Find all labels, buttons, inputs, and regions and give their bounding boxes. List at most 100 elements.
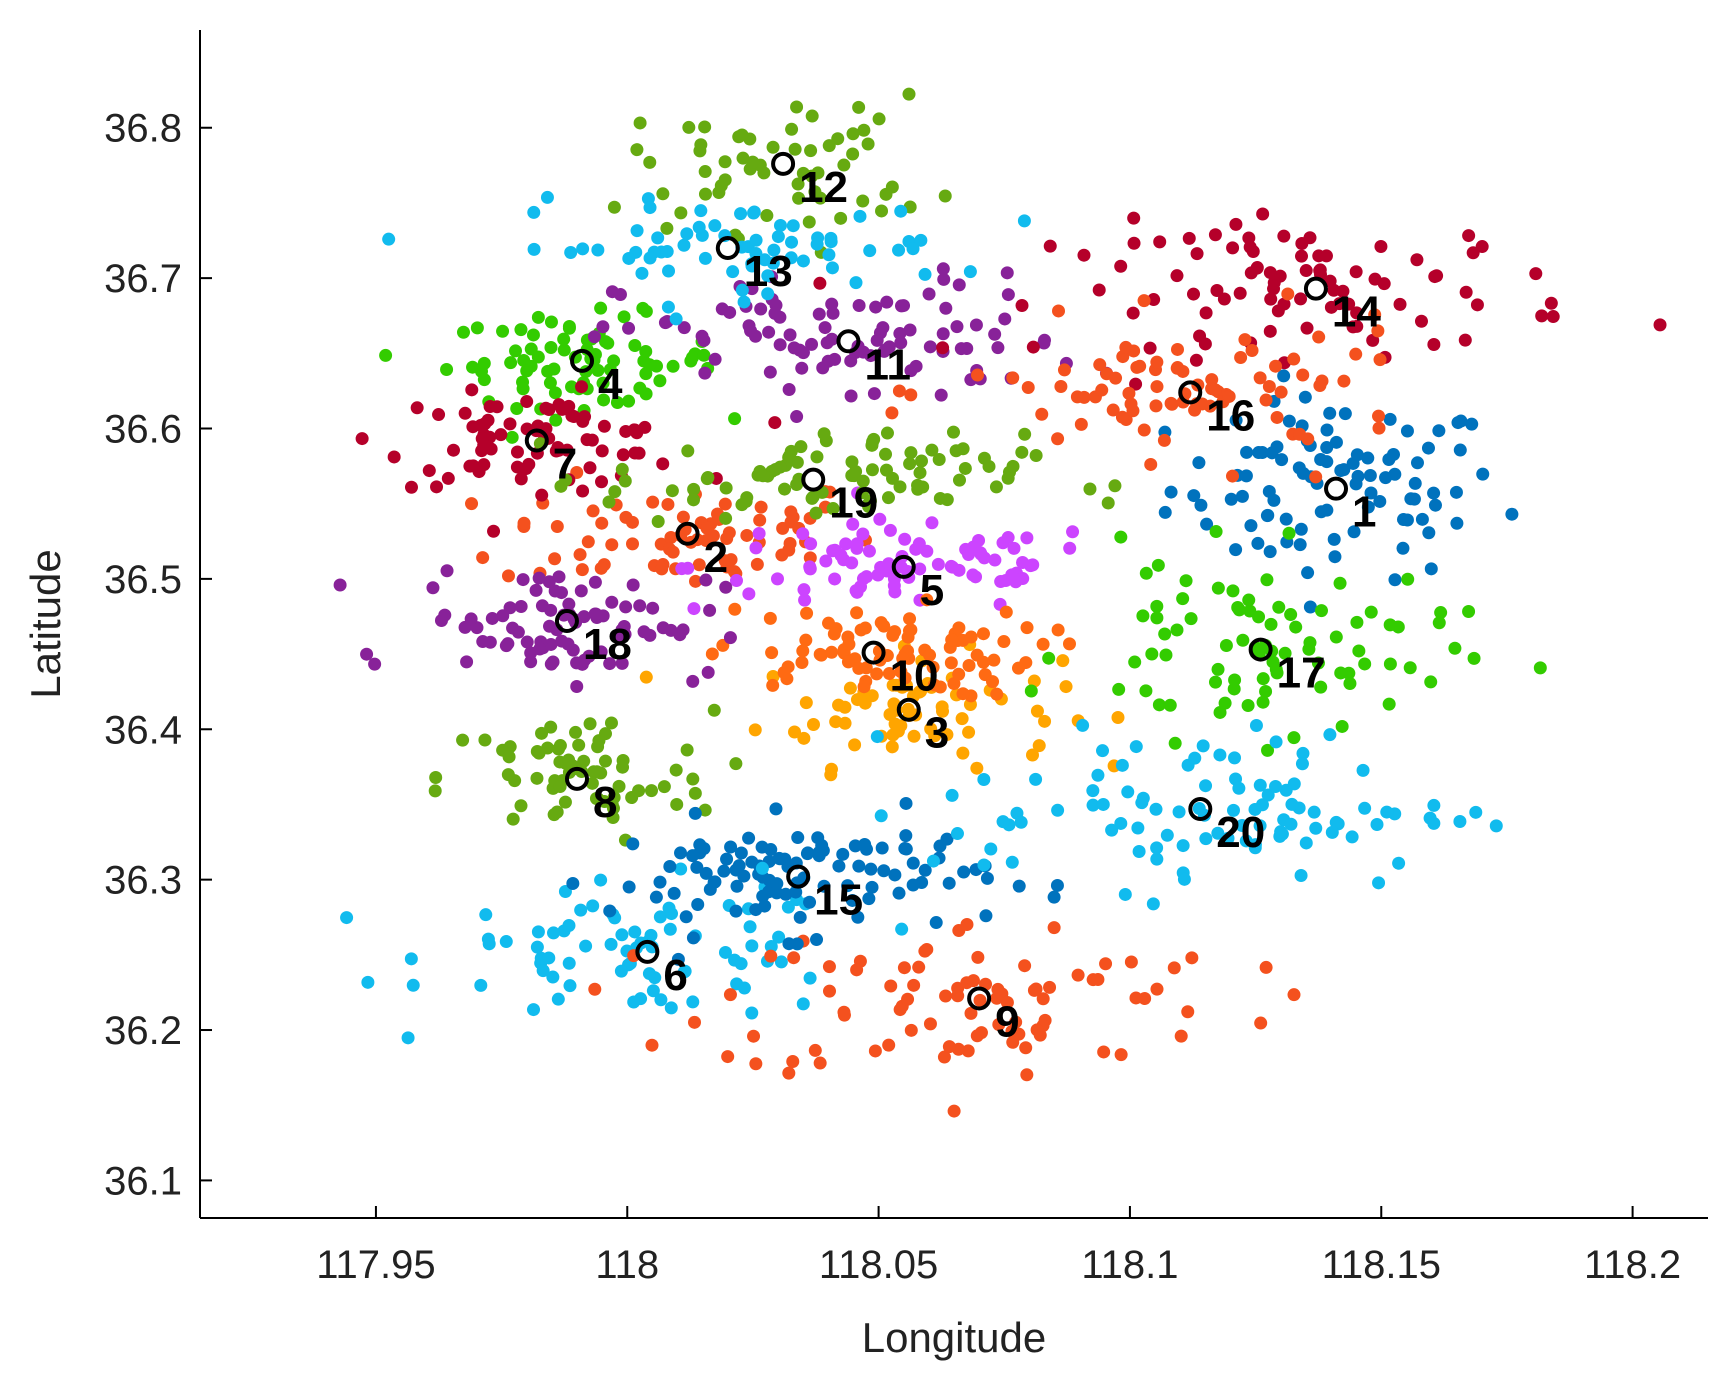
data-point — [766, 140, 780, 154]
data-point — [1170, 342, 1184, 356]
data-point — [1132, 845, 1146, 859]
data-point — [920, 593, 934, 607]
data-point — [1139, 684, 1153, 698]
data-point — [1453, 814, 1467, 828]
data-point — [752, 526, 766, 540]
data-point — [524, 342, 538, 356]
data-point — [809, 506, 823, 520]
data-point — [1469, 805, 1483, 819]
data-point — [597, 419, 611, 433]
data-point — [708, 352, 722, 366]
data-point — [1467, 651, 1481, 665]
data-point — [607, 354, 621, 368]
data-point — [1114, 259, 1128, 273]
data-point — [563, 979, 577, 993]
data-point — [901, 702, 915, 716]
data-point — [1174, 1029, 1188, 1043]
data-point — [718, 173, 732, 187]
data-point — [1026, 340, 1040, 354]
data-point — [1208, 675, 1222, 689]
data-point — [1170, 269, 1184, 283]
data-point — [1350, 319, 1364, 333]
data-point — [962, 725, 976, 739]
data-point — [1287, 988, 1301, 1002]
data-point — [555, 634, 569, 648]
data-point — [768, 463, 782, 477]
data-point — [630, 426, 644, 440]
data-point — [1025, 748, 1039, 762]
data-point — [446, 443, 460, 457]
data-point — [828, 572, 842, 586]
data-point — [656, 187, 670, 201]
data-point — [1393, 297, 1407, 311]
data-point — [1274, 385, 1288, 399]
cluster-center-label: 18 — [583, 620, 632, 669]
data-point — [664, 1001, 678, 1015]
data-point — [740, 528, 754, 542]
data-point — [1246, 245, 1260, 259]
data-point — [1226, 584, 1240, 598]
data-point — [955, 712, 969, 726]
data-point — [875, 204, 889, 218]
data-point — [517, 516, 531, 530]
data-point — [976, 627, 990, 641]
data-point — [703, 603, 717, 617]
data-point — [971, 950, 985, 964]
data-point — [787, 341, 801, 355]
cluster-center-marker — [967, 986, 992, 1011]
data-point — [466, 360, 480, 374]
data-point — [585, 433, 599, 447]
data-point — [897, 961, 911, 975]
y-tick-label: 36.8 — [104, 107, 182, 151]
data-point — [1372, 876, 1386, 890]
data-point — [1027, 674, 1041, 688]
data-point — [1018, 959, 1032, 973]
data-point — [441, 471, 455, 485]
data-point — [734, 846, 748, 860]
data-point — [502, 750, 516, 764]
cluster-center-label: 2 — [704, 533, 728, 582]
data-point — [1309, 821, 1323, 835]
data-point — [1263, 266, 1277, 280]
data-point — [591, 363, 605, 377]
data-point — [1200, 517, 1214, 531]
data-point — [693, 838, 707, 852]
data-point — [782, 382, 796, 396]
data-point — [952, 667, 966, 681]
data-point — [724, 840, 738, 854]
data-point — [786, 219, 800, 233]
data-point — [656, 558, 670, 572]
data-point — [1287, 777, 1301, 791]
data-point — [825, 261, 839, 275]
data-point — [514, 599, 528, 613]
data-point — [771, 230, 785, 244]
data-point — [850, 606, 864, 620]
data-point — [1012, 661, 1026, 675]
data-point — [1037, 336, 1051, 350]
data-point — [1320, 503, 1334, 517]
y-axis-title: Latitude — [22, 549, 69, 698]
axes: 117.95 118 118.05 118.1 118.15 118.2 36.136.2… — [104, 30, 1708, 1287]
data-point — [904, 1023, 918, 1037]
data-point — [1415, 512, 1429, 526]
data-point — [870, 730, 884, 744]
data-point — [532, 746, 546, 760]
data-point — [867, 387, 881, 401]
data-point — [998, 312, 1012, 326]
data-point — [1168, 736, 1182, 750]
data-point — [605, 595, 619, 609]
data-point — [779, 887, 793, 901]
data-point — [1284, 817, 1298, 831]
data-point — [1377, 277, 1391, 291]
data-point — [764, 940, 778, 954]
data-point — [1529, 267, 1543, 281]
data-point — [914, 233, 928, 247]
data-point — [894, 336, 908, 350]
cluster-center-label: 5 — [920, 566, 944, 615]
data-point — [760, 209, 774, 223]
data-point — [1232, 781, 1246, 795]
data-point — [1139, 566, 1153, 580]
data-point — [514, 323, 528, 337]
cluster-center-marker — [635, 939, 660, 964]
data-point — [594, 645, 608, 659]
